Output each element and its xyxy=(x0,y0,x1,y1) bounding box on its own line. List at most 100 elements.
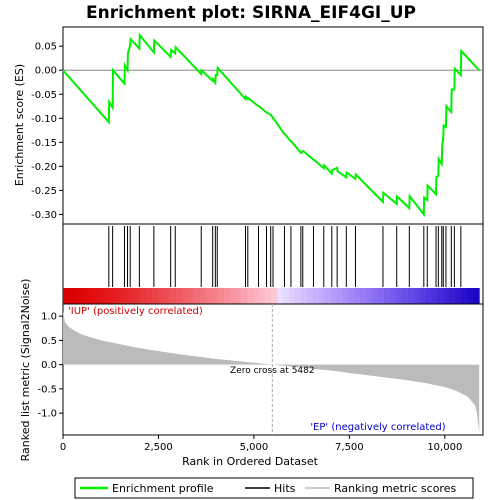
rank-bar-segment xyxy=(158,288,165,304)
rank-bar-segment xyxy=(443,288,450,304)
rank-bar-segment xyxy=(80,288,88,304)
rank-bar-segment xyxy=(247,288,254,304)
rank-bar-segment xyxy=(205,288,213,304)
rank-bar-segment xyxy=(63,288,70,304)
x-tick-label: 2,500 xyxy=(144,442,173,453)
rank-bar-segment xyxy=(324,288,332,304)
rank-bar-segment xyxy=(140,288,147,304)
rank-bar-segment xyxy=(110,288,118,304)
x-tick-label: 0 xyxy=(60,442,66,453)
rank-bar-segment xyxy=(282,288,290,304)
bottom-y-tick-label: 0.0 xyxy=(41,360,57,371)
x-tick-label: 7,500 xyxy=(335,442,364,453)
rank-bar-segment xyxy=(235,288,242,304)
rank-bar-segment xyxy=(265,288,272,304)
rank-bar-segment xyxy=(116,288,123,304)
top-y-tick-label: -0.05 xyxy=(31,90,57,101)
rank-bar-segment xyxy=(455,288,462,304)
top-y-tick-label: 0.05 xyxy=(35,42,57,53)
x-ticks: 0 2,500 5,000 7,500 10,000 xyxy=(60,435,462,453)
x-axis-label: Rank in Ordered Dataset xyxy=(182,455,319,468)
rank-bar-segment xyxy=(164,288,171,304)
legend-hits-label: Hits xyxy=(274,482,296,495)
top-y-tick-label: -0.25 xyxy=(31,186,57,197)
rank-bar-segment xyxy=(342,288,349,304)
rank-bar-segment xyxy=(449,288,456,304)
rank-bar-segment xyxy=(473,288,480,304)
rank-bar-segment xyxy=(181,288,189,304)
legend: Enrichment profile Hits Ranking metric s… xyxy=(74,477,474,499)
rank-bar-segment xyxy=(413,288,421,304)
rank-bar-segment xyxy=(348,288,355,304)
rank-bar-segment xyxy=(146,288,153,304)
rank-bar-segment xyxy=(68,288,76,304)
rank-bar-segment xyxy=(271,288,278,304)
rank-bar-segment xyxy=(366,288,373,304)
rank-bar-segment xyxy=(461,288,468,304)
rank-bar-segment xyxy=(384,288,391,304)
rank-bar-segment xyxy=(401,288,409,304)
hit-lines xyxy=(108,226,462,287)
rank-bar-segment xyxy=(211,288,219,304)
rank-bar-segment xyxy=(419,288,427,304)
rank-bar-segment xyxy=(360,288,367,304)
rank-bar-segment xyxy=(431,288,439,304)
bottom-y-axis-label: Ranked list metric (Signal2Noise) xyxy=(19,279,32,462)
rank-bar-segment xyxy=(288,288,296,304)
ranking-metric-panel: 1.0 0.5 0.0 -0.5 -1.0 'IUP' (positively corr… xyxy=(19,279,484,468)
top-y-tick-label: 0.00 xyxy=(35,66,57,77)
rank-bar-segment xyxy=(122,288,129,304)
rank-bar-segment xyxy=(86,288,94,304)
rank-bar-segment xyxy=(277,288,284,304)
rank-bar-segment xyxy=(92,288,100,304)
top-y-tick-label: -0.15 xyxy=(31,138,57,149)
top-y-tick-label: -0.20 xyxy=(31,162,57,173)
rank-bar-segment xyxy=(378,288,385,304)
rank-bar-segment xyxy=(253,288,260,304)
enrichment-panel: 0.05 0.00 -0.05 -0.10 -0.15 -0.20 -0.25 -0.30 E… xyxy=(13,26,484,225)
rank-bar-segment xyxy=(170,288,177,304)
rank-bar-segment xyxy=(223,288,230,304)
rank-bar-segment xyxy=(241,288,248,304)
zero-cross-label: Zero cross at 5482 xyxy=(230,366,315,376)
rank-bar-segment xyxy=(354,288,361,304)
rank-bar-segment xyxy=(193,288,201,304)
rank-bar-segment xyxy=(217,288,225,304)
legend-enrichment-label: Enrichment profile xyxy=(112,482,214,495)
rank-bar-segment xyxy=(318,288,326,304)
rank-bar-segment xyxy=(187,288,195,304)
rank-bar-segment xyxy=(300,288,308,304)
rank-bar-segment xyxy=(336,288,343,304)
rank-bar-segment xyxy=(259,288,266,304)
rank-bar-segment xyxy=(306,288,314,304)
x-tick-label: 10,000 xyxy=(427,442,462,453)
hits-panel xyxy=(62,223,484,305)
bottom-y-ticks: 1.0 0.5 0.0 -0.5 -1.0 xyxy=(37,312,63,420)
top-y-axis-label: Enrichment score (ES) xyxy=(13,64,26,186)
rank-bar-segment xyxy=(229,288,236,304)
rank-bar-segment xyxy=(437,288,445,304)
bottom-y-tick-label: -1.0 xyxy=(37,409,57,420)
bottom-y-tick-label: 0.5 xyxy=(41,336,57,347)
rank-bar-segment xyxy=(98,288,106,304)
bottom-y-tick-label: -0.5 xyxy=(37,384,57,395)
legend-frame xyxy=(74,477,474,499)
rank-bar-segment xyxy=(407,288,415,304)
bottom-y-tick-label: 1.0 xyxy=(41,312,57,323)
rank-bar-segment xyxy=(134,288,141,304)
rank-bar-segment xyxy=(74,288,82,304)
top-y-ticks: 0.05 0.00 -0.05 -0.10 -0.15 -0.20 -0.25 -0.30 xyxy=(31,42,63,221)
top-y-tick-label: -0.10 xyxy=(31,114,57,125)
rank-bar-segment xyxy=(330,288,337,304)
rank-bar-segment xyxy=(372,288,379,304)
top-plot-frame xyxy=(62,26,484,225)
rank-bar-segment xyxy=(175,288,183,304)
rank-bar-segment xyxy=(199,288,207,304)
positive-correlation-label: 'IUP' (positively correlated) xyxy=(68,306,203,317)
enrichment-profile-line xyxy=(62,32,480,218)
rank-bar-segment xyxy=(294,288,302,304)
rank-bar-segment xyxy=(467,288,474,304)
rank-bar-segment xyxy=(395,288,403,304)
rank-bar-segment xyxy=(390,288,397,304)
